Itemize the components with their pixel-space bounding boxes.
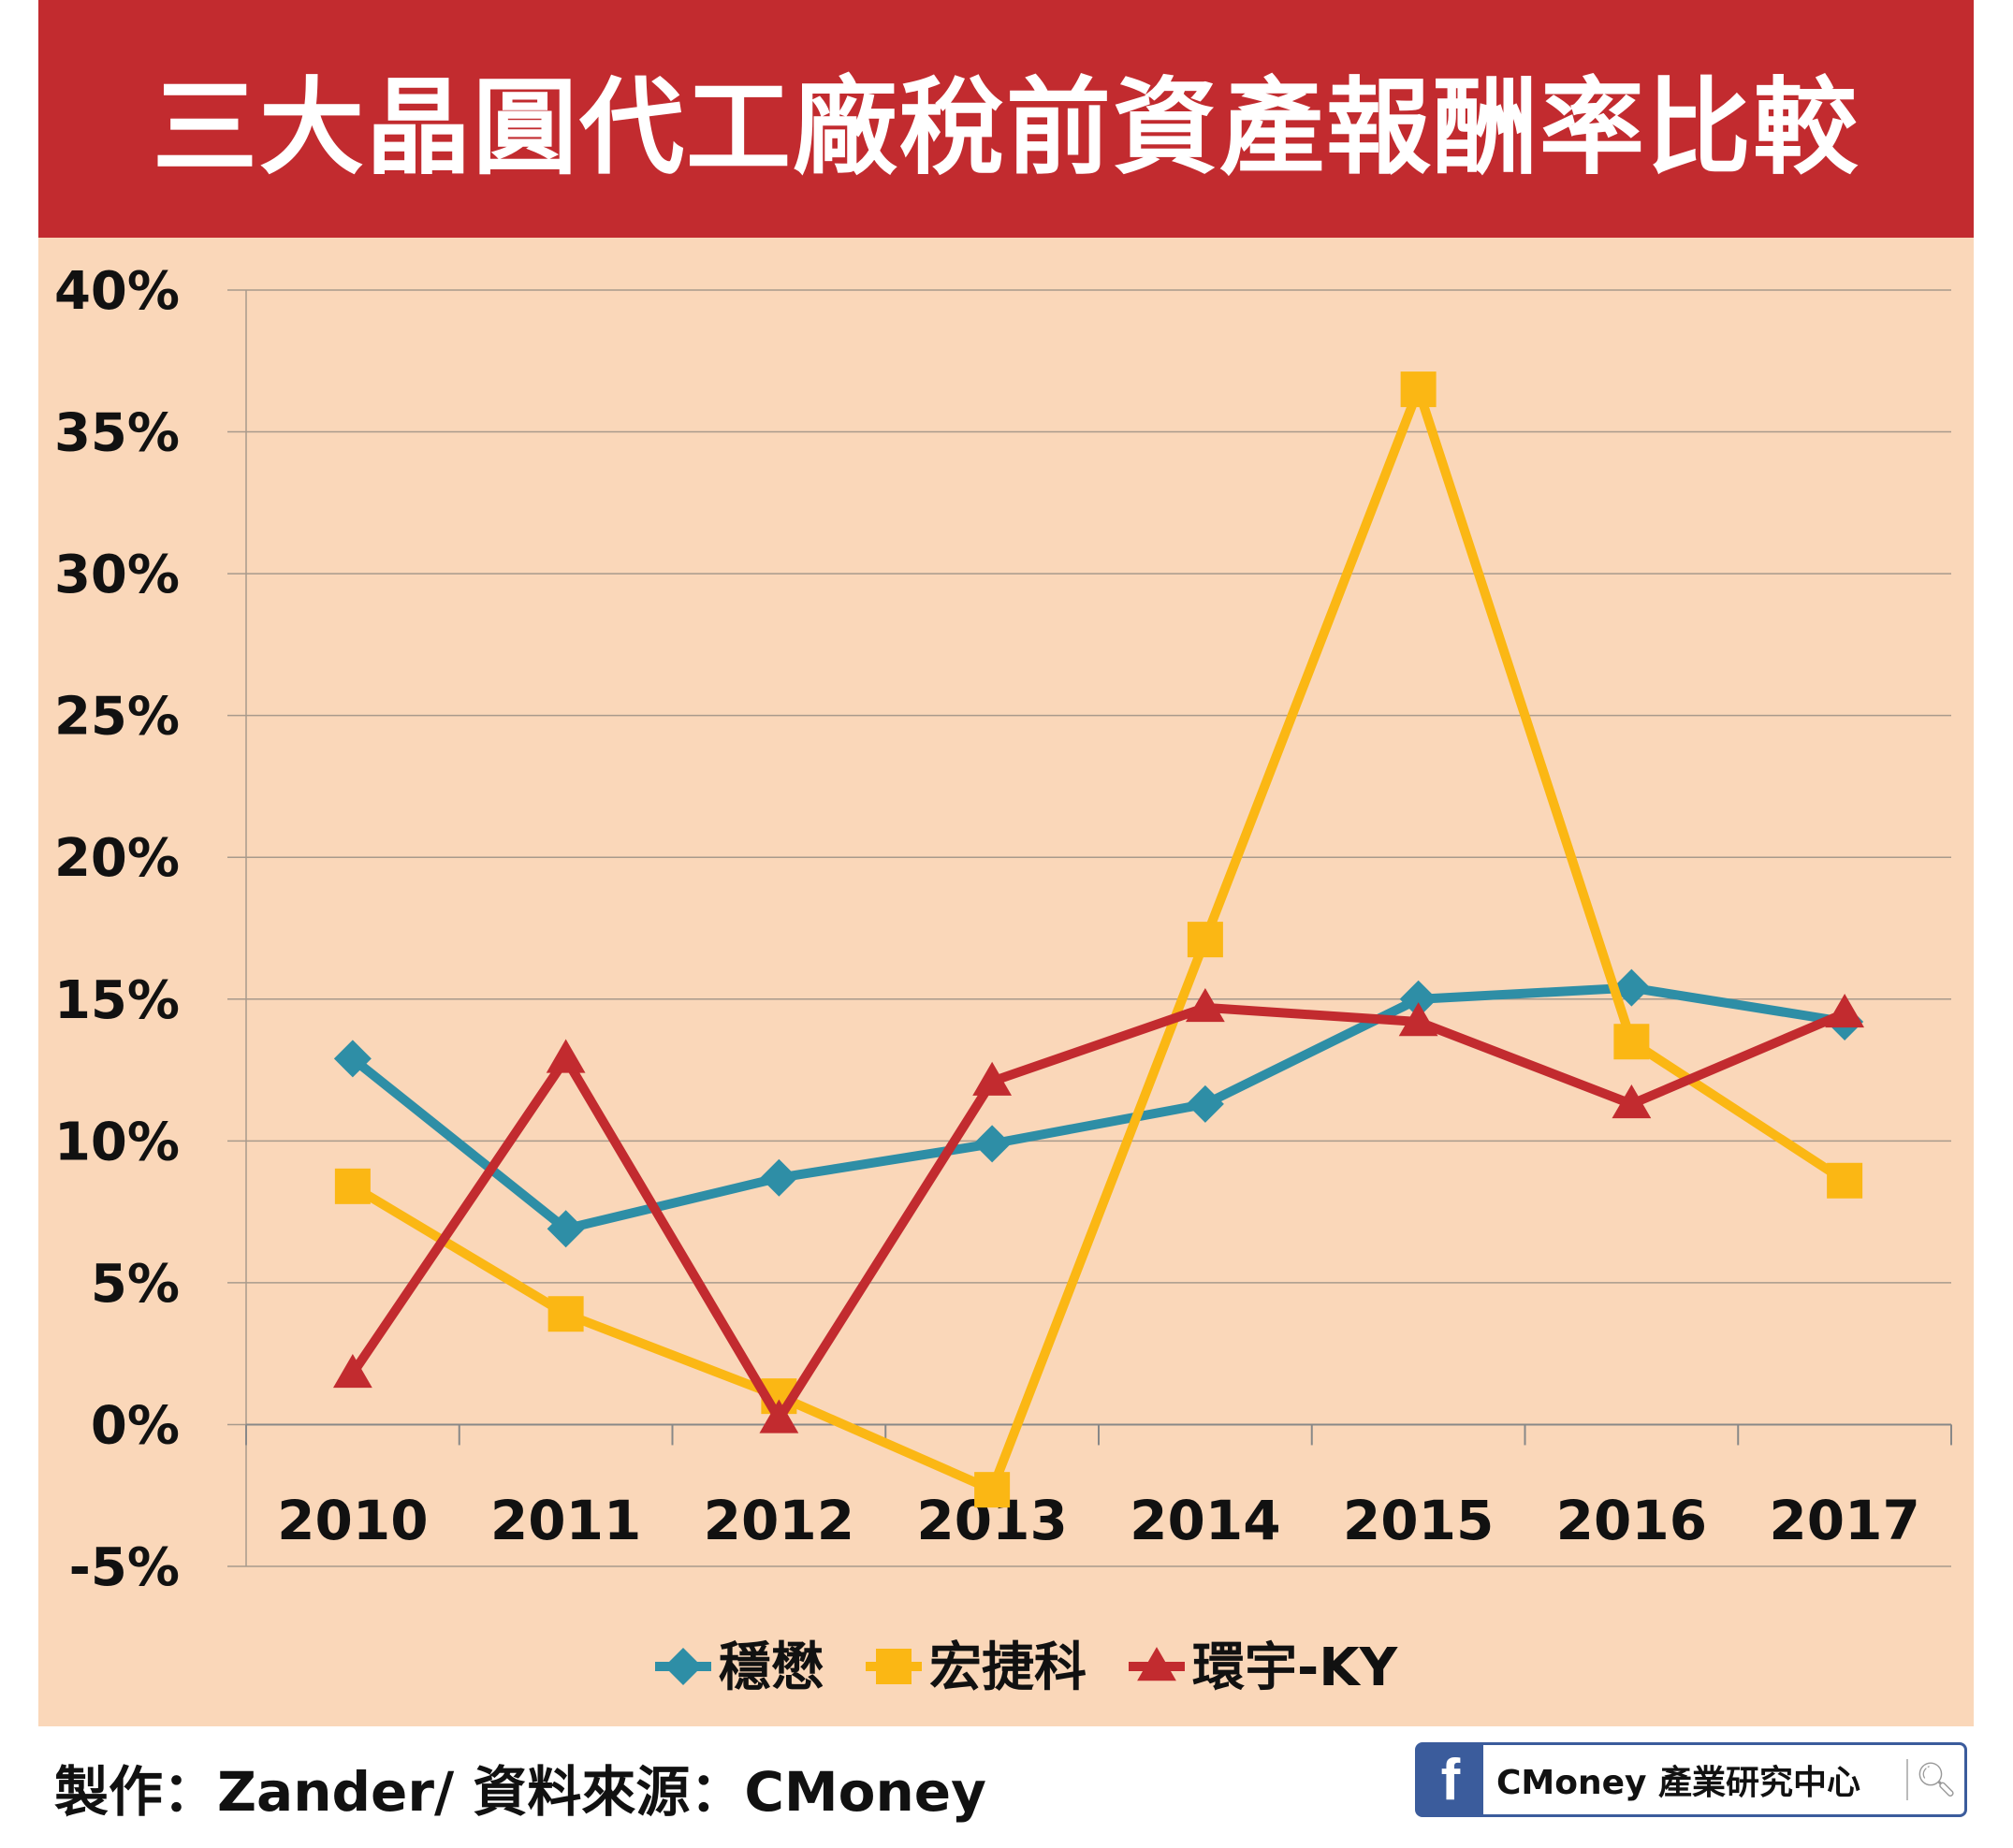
facebook-logo-badge: f CMoney 產業研究中心 🔍︎ [1415, 1742, 1967, 1817]
y-tick-label: 15% [54, 970, 180, 1031]
data-point-2-6 [1612, 1084, 1652, 1119]
data-point-1-5 [1400, 371, 1437, 408]
data-point-0-2 [760, 1158, 798, 1197]
x-tick-label: 2014 [1130, 1489, 1280, 1552]
y-tick-label: 20% [54, 828, 180, 889]
data-point-2-2 [759, 1399, 799, 1433]
y-tick-label: 30% [54, 545, 180, 605]
x-tick-label: 2015 [1343, 1489, 1494, 1552]
legend-label-0: 穩懋 [719, 1637, 824, 1698]
data-point-0-1 [547, 1210, 585, 1248]
data-point-1-0 [334, 1168, 371, 1204]
series-line-0 [349, 982, 1845, 1234]
series-line-1 [350, 385, 1847, 1495]
data-point-0-5 [1399, 980, 1437, 1018]
y-tick-label: 35% [54, 403, 180, 464]
search-icon: 🔍︎ [1906, 1758, 1964, 1801]
chart-title: 三大晶圓代工廠稅前資產報酬率比較 [153, 67, 1860, 189]
data-point-2-5 [1398, 1002, 1438, 1037]
facebook-icon: f [1418, 1745, 1483, 1814]
legend-marker-0 [664, 1648, 702, 1685]
data-point-2-4 [1185, 987, 1225, 1023]
logo-text: CMoney 產業研究中心 [1496, 1764, 1861, 1802]
data-point-1-7 [1827, 1162, 1863, 1199]
y-tick-label: 5% [91, 1254, 180, 1315]
data-point-2-0 [332, 1353, 372, 1389]
data-point-2-7 [1825, 994, 1865, 1028]
data-point-2-3 [972, 1061, 1013, 1096]
y-tick-label: -5% [69, 1537, 180, 1598]
data-point-0-0 [333, 1040, 372, 1078]
data-point-0-3 [973, 1125, 1012, 1163]
x-tick-label: 2011 [490, 1489, 641, 1552]
data-point-1-4 [1187, 922, 1223, 958]
legend-marker-2 [1137, 1647, 1176, 1681]
y-tick-label: 10% [54, 1112, 180, 1172]
legend-label-1: 宏捷科 [929, 1637, 1087, 1698]
y-tick-label: 25% [54, 687, 180, 748]
series-line-2 [348, 1002, 1847, 1424]
x-tick-label: 2010 [277, 1489, 428, 1552]
data-point-0-6 [1612, 968, 1651, 1007]
x-tick-label: 2012 [704, 1489, 854, 1552]
legend-marker-1 [876, 1649, 912, 1684]
legend-label-2: 環宇-KY [1192, 1637, 1399, 1698]
data-point-1-1 [547, 1296, 584, 1332]
data-point-1-3 [974, 1472, 1011, 1508]
title-bar: 三大晶圓代工廠稅前資產報酬率比較 [38, 0, 1974, 238]
data-point-0-4 [1186, 1084, 1224, 1123]
footer-credit: 製作：Zander/ 資料來源：CMoney [54, 1760, 986, 1824]
y-tick-label: 0% [91, 1395, 180, 1456]
y-tick-label: 40% [54, 261, 180, 322]
data-point-1-6 [1613, 1024, 1650, 1060]
x-tick-label: 2016 [1556, 1489, 1707, 1552]
data-point-2-1 [546, 1039, 586, 1073]
x-tick-label: 2017 [1769, 1489, 1919, 1552]
